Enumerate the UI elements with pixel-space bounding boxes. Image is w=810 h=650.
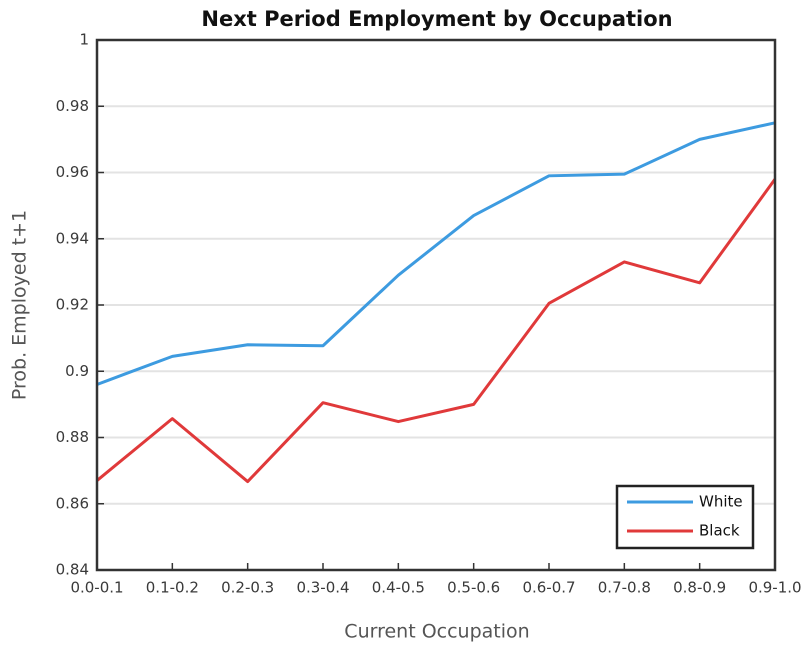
x-tick-label: 0.4-0.5 <box>372 579 425 597</box>
x-tick-label: 0.0-0.1 <box>70 579 123 597</box>
x-tick-label: 0.3-0.4 <box>296 579 349 597</box>
x-tick-label: 0.6-0.7 <box>522 579 575 597</box>
y-tick-label: 0.92 <box>56 296 89 314</box>
lines <box>96 121 777 484</box>
x-tick-label: 0.2-0.3 <box>221 579 274 597</box>
x-axis-label: Current Occupation <box>344 621 529 643</box>
x-tick-label: 0.8-0.9 <box>673 579 726 597</box>
y-tick-label: 0.94 <box>56 229 89 247</box>
ticks: 0.84 0.86 0.88 0.9 0.92 0.94 0.96 0.98 1 0.0-0.1 0… <box>56 31 802 597</box>
legend-label: White <box>699 493 743 511</box>
legend-label: Black <box>699 522 740 540</box>
y-tick-label: 0.84 <box>56 561 89 579</box>
y-tick-label: 0.88 <box>56 428 89 446</box>
legend: White Black <box>615 484 755 550</box>
y-tick-label: 0.98 <box>56 97 89 115</box>
series-line <box>96 121 776 386</box>
x-tick-label: 0.7-0.8 <box>598 579 651 597</box>
y-tick-label: 0.9 <box>65 362 89 380</box>
chart-title: Next Period Employment by Occupation <box>201 7 672 31</box>
legend-box <box>615 484 755 550</box>
y-tick-label: 0.96 <box>56 163 89 181</box>
x-tick-label: 0.1-0.2 <box>146 579 199 597</box>
y-tick-label: 0.86 <box>56 494 89 512</box>
y-tick-label: 1 <box>79 31 89 49</box>
x-tick-label: 0.5-0.6 <box>447 579 500 597</box>
series-line <box>96 178 777 484</box>
y-axis-label: Prob. Employed t+1 <box>9 210 31 400</box>
x-tick-label: 0.9-1.0 <box>748 579 801 597</box>
